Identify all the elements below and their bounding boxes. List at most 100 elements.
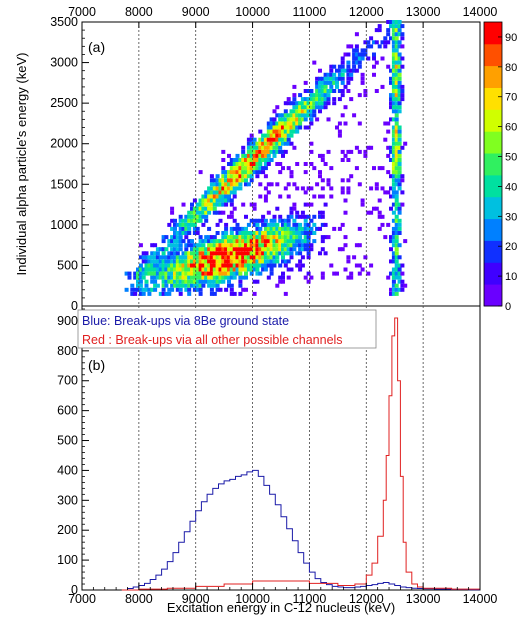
heatmap-cell (161, 235, 166, 240)
heatmap-cell (400, 178, 405, 183)
heatmap-cell (326, 182, 331, 187)
heatmap-cell (289, 174, 294, 179)
heatmap-cell (252, 291, 257, 296)
colorbar-tick-label: 50 (505, 152, 517, 164)
heatmap-cell (391, 40, 396, 45)
heatmap-cell (397, 68, 402, 73)
heatmap-cell (227, 283, 231, 288)
heatmap-cell (232, 271, 237, 276)
heatmap-cell (266, 145, 271, 150)
heatmap-cell (320, 235, 325, 240)
panel-b: 7000 8000 9000 10000 11000 12000 13000 14000 01… (57, 305, 497, 615)
heatmap-cell (397, 178, 402, 183)
heatmap-cell (130, 287, 135, 292)
panel-b-x-tick-label: 13000 (406, 592, 441, 606)
heatmap-cell (141, 251, 146, 256)
heatmap-cell (323, 80, 328, 85)
heatmap-cell (391, 101, 396, 106)
heatmap-cell (192, 259, 197, 264)
heatmap-cell (377, 226, 382, 231)
heatmap-cell (167, 275, 172, 280)
heatmap-cell (309, 141, 314, 146)
heatmap-cell (221, 194, 226, 199)
heatmap-cell (209, 194, 214, 199)
heatmap-cell (309, 218, 314, 223)
heatmap-cell (391, 28, 396, 33)
heatmap-cell (150, 287, 155, 292)
heatmap-cell (394, 170, 399, 175)
heatmap-cell (394, 80, 399, 85)
heatmap-cell (258, 145, 263, 150)
heatmap-cell (278, 141, 283, 146)
heatmap-cell (289, 141, 294, 146)
heatmap-cell (306, 251, 311, 256)
heatmap-cell (318, 89, 322, 93)
heatmap-cell (346, 190, 351, 195)
heatmap-cell (190, 210, 194, 215)
heatmap-cell (227, 182, 231, 187)
panel-a-x-tick-label: 10000 (235, 5, 270, 19)
heatmap-cell (258, 251, 263, 256)
heatmap-cell (229, 271, 234, 276)
heatmap-cell (241, 170, 246, 175)
heatmap-cell (221, 255, 226, 260)
heatmap-cell (286, 97, 291, 102)
heatmap-cell (275, 243, 280, 248)
heatmap-cell (235, 186, 240, 191)
heatmap-cell (289, 226, 294, 231)
heatmap-cell (229, 231, 234, 235)
heatmap-cell (178, 226, 183, 231)
heatmap-cell (170, 243, 175, 248)
heatmap-cell (283, 133, 288, 138)
heatmap-cell (343, 235, 348, 240)
heatmap-cell (303, 202, 308, 207)
heatmap-cell (192, 218, 197, 223)
colorbar-segment (484, 131, 502, 154)
heatmap-cell (335, 76, 339, 81)
heatmap-cell (281, 129, 285, 134)
heatmap-cell (298, 105, 303, 110)
heatmap-cell (136, 287, 140, 292)
heatmap-cell (309, 247, 314, 252)
heatmap-cell (221, 202, 226, 207)
heatmap-cell (204, 275, 209, 280)
heatmap-cell (354, 44, 359, 49)
heatmap-cell (389, 206, 393, 211)
heatmap-cell (295, 109, 300, 114)
heatmap-cell (195, 255, 200, 260)
heatmap-cell (397, 52, 402, 57)
heatmap-cell (391, 56, 396, 61)
heatmap-cell (266, 222, 271, 227)
heatmap-cell (275, 182, 280, 187)
heatmap-cell (255, 259, 260, 264)
panel-b-series (121, 317, 481, 591)
heatmap-cell (204, 259, 209, 264)
heatmap-cell (212, 202, 217, 207)
heatmap-cell (295, 235, 300, 240)
heatmap-cell (235, 267, 240, 272)
heatmap-cell (326, 76, 331, 81)
heatmap-cell (383, 190, 388, 195)
heatmap-cell (164, 279, 169, 284)
heatmap-cell (397, 105, 402, 110)
heatmap-cell (397, 89, 402, 93)
heatmap-cell (246, 141, 251, 146)
heatmap-cell (215, 190, 220, 195)
heatmap-cell (286, 275, 291, 280)
heatmap-cell (258, 263, 263, 268)
heatmap-cell (366, 56, 371, 61)
heatmap-cell (170, 239, 175, 244)
heatmap-cell (204, 279, 209, 284)
heatmap-cell (155, 275, 160, 280)
heatmap-cell (298, 267, 303, 272)
heatmap-cell (269, 141, 274, 146)
heatmap-cell (258, 137, 263, 142)
heatmap-cell (209, 259, 214, 264)
heatmap-cell (190, 218, 194, 223)
heatmap-cell (212, 267, 217, 272)
heatmap-cell (397, 137, 402, 142)
heatmap-cell (144, 263, 149, 268)
heatmap-cell (187, 279, 192, 284)
colorbar-tick-label: 20 (505, 241, 517, 253)
